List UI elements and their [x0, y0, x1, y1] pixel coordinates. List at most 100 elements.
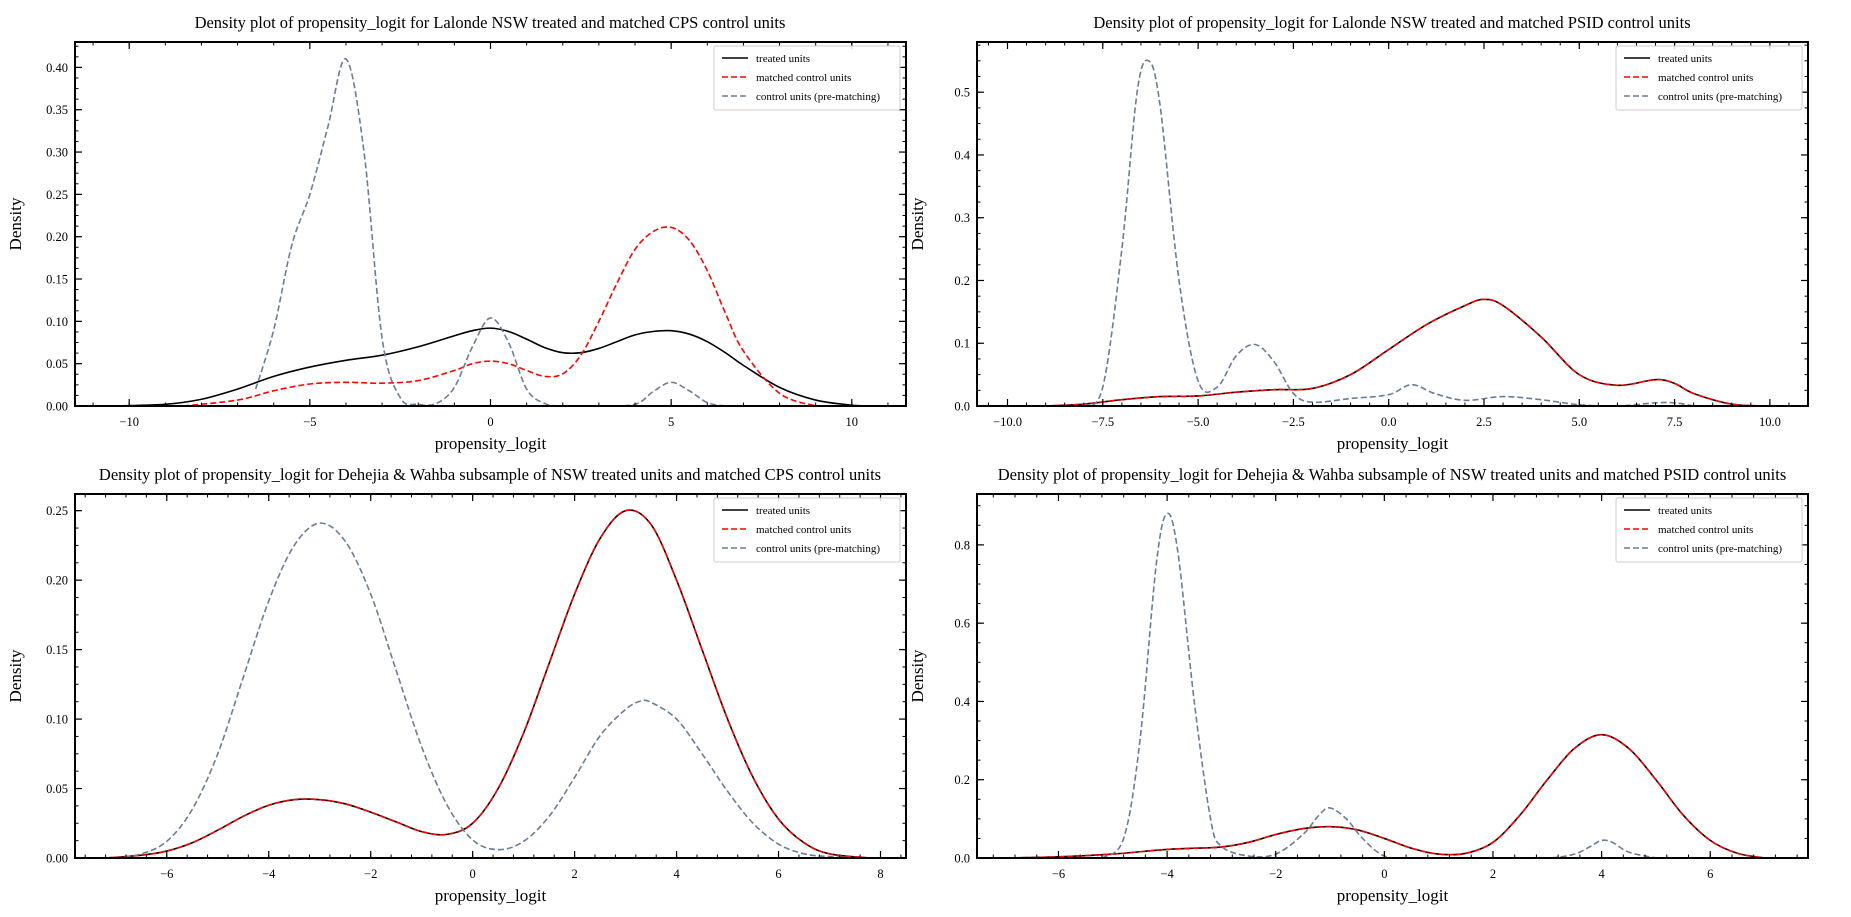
legend: treated units matched control units contro… — [713, 45, 901, 111]
x-tick-label: −2 — [1269, 867, 1282, 881]
y-tick-label: 0.3 — [954, 211, 970, 225]
legend-label: matched control units — [756, 72, 851, 84]
x-tick-label: 4 — [673, 867, 680, 881]
y-axis-label: Density — [6, 197, 25, 250]
plot-frame — [74, 493, 907, 859]
x-tick-label: −6 — [1052, 867, 1065, 881]
x-axis-label: propensity_logit — [435, 434, 547, 453]
y-tick-label: 0.10 — [46, 315, 68, 329]
chart-panel-3: Density plot of propensity_logit for Deh… — [6, 465, 907, 905]
legend-label: matched control units — [756, 524, 851, 536]
legend-label: matched control units — [1658, 72, 1753, 84]
x-tick-label: 6 — [1707, 867, 1713, 881]
plot-frame — [976, 41, 1809, 407]
y-axis-label: Density — [6, 649, 25, 702]
y-tick-label: 0.35 — [46, 103, 68, 117]
legend-label: control units (pre-matching) — [756, 91, 880, 103]
y-axis-label: Density — [908, 649, 927, 702]
series-line-matched-control-units — [1004, 733, 1765, 858]
x-axis-label: propensity_logit — [1337, 886, 1449, 905]
legend-label: treated units — [1658, 505, 1712, 517]
y-tick-label: 0.30 — [46, 146, 68, 160]
series-line-matched-control-units — [1045, 298, 1770, 406]
x-tick-label: 10 — [846, 415, 859, 429]
x-tick-label: 0 — [1381, 867, 1387, 881]
x-axis-label: propensity_logit — [435, 886, 547, 905]
chart-title: Density plot of propensity_logit for Lal… — [1093, 13, 1690, 32]
x-tick-label: 0 — [470, 867, 476, 881]
series-line-treated-units — [1004, 733, 1765, 858]
x-tick-label: −7.5 — [1091, 415, 1114, 429]
x-tick-label: −5 — [303, 415, 316, 429]
y-tick-label: 0.15 — [46, 643, 68, 657]
x-tick-label: 6 — [775, 867, 781, 881]
chart-panel-1: Density plot of propensity_logit for Lal… — [6, 13, 907, 453]
y-tick-label: 0.6 — [954, 617, 970, 631]
series-line-control-units-pre-matching- — [254, 58, 726, 406]
chart-title: Density plot of propensity_logit for Lal… — [195, 13, 786, 32]
y-tick-label: 0.8 — [954, 538, 970, 552]
y-tick-label: 0.25 — [46, 504, 68, 518]
y-tick-label: 0.0 — [954, 852, 970, 866]
legend-label: treated units — [1658, 53, 1712, 65]
chart-panel-4: Density plot of propensity_logit for Deh… — [908, 465, 1809, 905]
chart-title: Density plot of propensity_logit for Deh… — [998, 465, 1787, 484]
series-line-control-units-pre-matching- — [1083, 59, 1694, 406]
series-line-control-units-pre-matching- — [115, 522, 856, 858]
x-tick-label: −2 — [364, 867, 377, 881]
x-tick-label: −5.0 — [1187, 415, 1210, 429]
y-tick-label: 0.0 — [954, 400, 970, 414]
y-tick-label: 0.4 — [954, 695, 970, 709]
x-tick-label: 0 — [487, 415, 493, 429]
y-axis-label: Density — [908, 197, 927, 250]
legend-label: control units (pre-matching) — [1658, 91, 1782, 103]
legend-label: treated units — [756, 505, 810, 517]
x-tick-label: −2.5 — [1282, 415, 1305, 429]
y-tick-label: 0.00 — [46, 852, 68, 866]
series-line-matched-control-units — [105, 509, 871, 858]
x-tick-label: −10 — [119, 415, 139, 429]
x-tick-label: 5.0 — [1571, 415, 1587, 429]
y-tick-label: 0.5 — [954, 86, 970, 100]
x-tick-label: −10.0 — [993, 415, 1022, 429]
x-tick-label: 2.5 — [1476, 415, 1492, 429]
x-tick-label: 8 — [877, 867, 883, 881]
x-tick-label: −4 — [262, 867, 276, 881]
x-axis-label: propensity_logit — [1337, 434, 1449, 453]
legend: treated units matched control units contro… — [713, 497, 901, 563]
x-tick-label: 5 — [668, 415, 674, 429]
x-tick-label: 7.5 — [1667, 415, 1683, 429]
series-line-treated-units — [111, 327, 870, 406]
y-tick-label: 0.25 — [46, 188, 68, 202]
x-tick-label: 2 — [571, 867, 577, 881]
series-line-control-units-pre-matching- — [1101, 512, 1657, 858]
y-tick-label: 0.05 — [46, 357, 68, 371]
series-line-treated-units — [1045, 298, 1770, 406]
legend-label: matched control units — [1658, 524, 1753, 536]
y-tick-label: 0.2 — [954, 773, 970, 787]
plot-frame — [976, 493, 1809, 859]
legend: treated units matched control units contro… — [1615, 497, 1803, 563]
x-tick-label: 10.0 — [1759, 415, 1781, 429]
legend-label: control units (pre-matching) — [1658, 543, 1782, 555]
y-tick-label: 0.05 — [46, 782, 68, 796]
y-tick-label: 0.40 — [46, 61, 68, 75]
y-tick-label: 0.20 — [46, 574, 68, 588]
y-tick-label: 0.2 — [954, 274, 970, 288]
x-tick-label: 4 — [1598, 867, 1605, 881]
y-tick-label: 0.1 — [954, 337, 970, 351]
y-tick-label: 0.20 — [46, 230, 68, 244]
y-tick-label: 0.4 — [954, 148, 970, 162]
legend-label: treated units — [756, 53, 810, 65]
legend-label: control units (pre-matching) — [756, 543, 880, 555]
legend: treated units matched control units contro… — [1615, 45, 1803, 111]
chart-title: Density plot of propensity_logit for Deh… — [99, 465, 881, 484]
x-tick-label: −6 — [160, 867, 173, 881]
x-tick-label: −4 — [1160, 867, 1174, 881]
y-tick-label: 0.00 — [46, 400, 68, 414]
y-tick-label: 0.15 — [46, 273, 68, 287]
chart-panel-2: Density plot of propensity_logit for Lal… — [908, 13, 1809, 453]
x-tick-label: 2 — [1490, 867, 1496, 881]
series-line-matched-control-units — [183, 226, 816, 406]
